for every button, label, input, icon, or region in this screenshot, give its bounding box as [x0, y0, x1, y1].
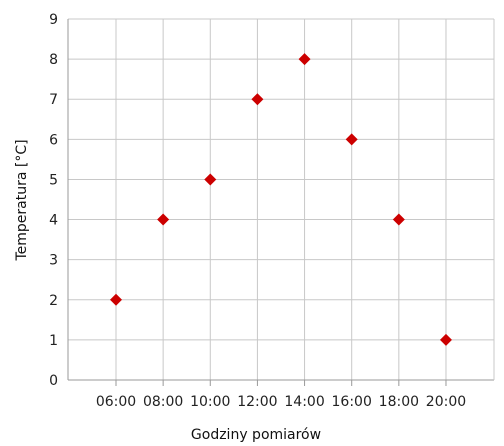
data-point: [157, 213, 170, 226]
y-tick-label: 1: [49, 333, 58, 349]
data-point: [439, 333, 452, 346]
x-tick-label: 20:00: [426, 394, 466, 410]
x-axis-title: Godziny pomiarów: [191, 427, 321, 443]
y-tick-label: 7: [49, 92, 58, 108]
y-tick-label: 8: [49, 52, 58, 68]
grid-lines: [68, 18, 494, 380]
data-point: [298, 53, 311, 66]
x-tick-label: 06:00: [96, 394, 136, 410]
y-tick-label: 0: [49, 373, 58, 389]
data-point: [110, 293, 122, 306]
y-tick-label: 4: [49, 213, 58, 229]
data-point: [392, 213, 405, 226]
x-tick-label: 18:00: [379, 394, 419, 410]
x-axis-ticks: 06:00 08:00 10:00 12:00 14:00 16:00 18:00 20:00: [96, 380, 466, 410]
y-tick-label: 9: [49, 12, 58, 28]
y-axis-ticks: 0 1 2 3 4 5 6 7 8 9: [49, 12, 58, 389]
axes: [67, 19, 495, 381]
data-point: [204, 173, 217, 186]
x-tick-label: 16:00: [332, 394, 372, 410]
x-tick-label: 10:00: [190, 394, 230, 410]
y-tick-label: 6: [49, 132, 58, 148]
y-axis-title: Temperatura [°C]: [14, 139, 30, 261]
data-point: [345, 133, 358, 146]
y-tick-label: 3: [49, 253, 58, 269]
y-tick-label: 5: [49, 172, 58, 188]
data-point: [251, 93, 264, 106]
x-tick-label: 12:00: [237, 394, 277, 410]
data-points: [110, 53, 452, 346]
x-tick-label: 08:00: [143, 394, 183, 410]
x-tick-label: 14:00: [284, 394, 324, 410]
y-tick-label: 2: [49, 293, 58, 309]
